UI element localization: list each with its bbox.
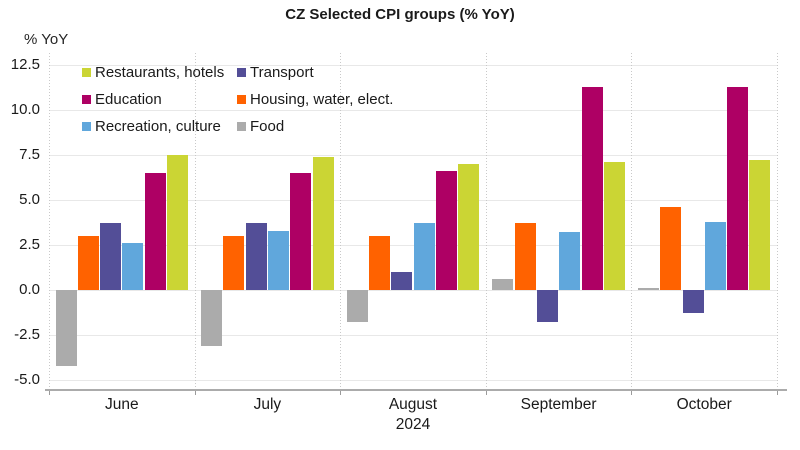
vertical-separator-4 [631,53,633,389]
y-tick-label-2.5: 2.5 [19,236,40,253]
legend-label-restaurants-hotels: Restaurants, hotels [95,63,225,81]
y-tick-label-7.5: 7.5 [19,146,40,163]
legend-item-recreation-culture: Recreation, culture [82,117,221,135]
vertical-separator-1 [194,53,196,389]
vertical-separator-5 [777,53,778,389]
gridline-2.5 [49,244,777,246]
y-tick-label--5: -5.0 [14,371,40,388]
gridline--2.5 [49,334,777,336]
chart-title: CZ Selected CPI groups (% YoY) [285,6,515,23]
bar-recreation-culture-october [704,221,726,290]
y-tick-label--2.5: -2.5 [14,326,40,343]
legend-item-food: Food [237,117,284,135]
vertical-separator-0 [49,53,50,389]
bar-restaurants-hotels-august [458,164,480,290]
legend-item-housing-water-elect: Housing, water, elect. [237,90,393,108]
legend-swatch-education [82,94,91,104]
legend-swatch-restaurants-hotels [82,67,91,77]
x-tick-label-june: June [104,396,139,413]
gridline-7.5 [49,154,777,156]
bar-housing-water-elect-september [514,223,536,290]
gridline-5 [49,199,777,201]
x-axis-tick-3 [485,391,487,395]
x-axis-tick-5 [777,391,778,395]
legend-label-food: Food [250,117,285,135]
bar-housing-water-elect-august [369,236,391,290]
gridline-10 [49,109,777,111]
legend-label-housing-water-elect: Housing, water, elect. [250,90,394,108]
bar-housing-water-elect-june [77,236,99,290]
gridline--5 [49,379,777,381]
bar-food-october [637,288,659,290]
x-axis-line [45,389,787,391]
bar-food-june [55,290,77,366]
bar-transport-july [245,223,267,290]
gridline-12.5 [49,64,777,66]
bar-education-october [727,86,749,290]
bar-restaurants-hotels-september [603,162,625,290]
legend-item-education: Education [82,90,162,108]
legend-swatch-recreation-culture [82,121,91,131]
x-tick-label-july: July [253,396,282,413]
y-tick-label-10: 10.0 [10,101,40,118]
bar-housing-water-elect-october [660,207,682,290]
bar-housing-water-elect-july [223,236,245,290]
bar-food-august [346,290,368,323]
bar-transport-october [682,290,704,314]
vertical-separator-2 [340,53,342,389]
legend-item-transport: Transport [237,63,314,81]
bar-recreation-culture-july [268,230,290,290]
gridline-0 [49,289,777,291]
legend-item-restaurants-hotels: Restaurants, hotels [82,63,224,81]
legend-swatch-food [237,121,246,131]
bar-restaurants-hotels-july [312,156,334,290]
bar-recreation-culture-june [122,243,144,290]
bar-recreation-culture-september [559,232,581,290]
legend-label-recreation-culture: Recreation, culture [95,117,221,135]
bar-transport-august [391,272,413,290]
bar-restaurants-hotels-june [167,155,189,290]
x-axis-tick-0 [49,391,50,395]
bar-education-september [581,86,603,290]
bar-food-september [492,279,514,290]
y-tick-label-5: 5.0 [19,191,40,208]
x-tick-label-september: September [520,396,597,413]
x-axis-tick-1 [194,391,196,395]
bar-education-august [435,171,457,290]
y-axis-label: % YoY [24,31,69,48]
legend-swatch-transport [237,67,246,77]
vertical-separator-3 [485,53,487,389]
bar-transport-september [536,290,558,323]
x-tick-label-august: August [388,396,438,413]
bar-education-june [144,173,166,290]
legend-swatch-housing-water-elect [237,94,246,104]
bar-restaurants-hotels-october [749,160,771,290]
bar-recreation-culture-august [413,223,435,290]
bar-food-july [201,290,223,346]
x-axis-tick-4 [631,391,633,395]
x-tick-label-october: October [676,396,732,413]
bar-transport-june [100,223,122,290]
x-axis-year-label: 2024 [395,416,431,433]
y-tick-label-12.5: 12.5 [10,56,40,73]
x-axis-tick-2 [340,391,342,395]
y-tick-label-0: 0.0 [19,281,40,298]
bar-education-july [290,173,312,290]
legend-label-transport: Transport [250,63,314,81]
legend-label-education: Education [95,90,162,108]
